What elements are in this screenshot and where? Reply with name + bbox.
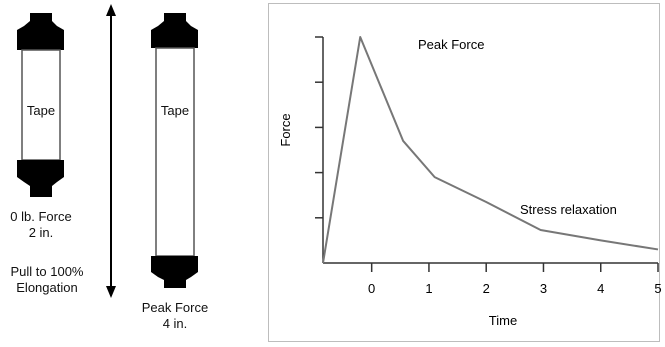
x-tick-label: 4 — [597, 281, 604, 296]
stretched-caption-line2: 4 in. — [162, 316, 188, 331]
top-clamp-icon — [151, 13, 198, 48]
x-tick-label: 2 — [483, 281, 490, 296]
relaxed-caption-line2: 2 in. — [28, 225, 54, 240]
tape-body — [21, 49, 61, 161]
x-tick-label: 3 — [540, 281, 547, 296]
x-axis-label: Time — [489, 313, 517, 328]
tape-specimen-relaxed — [17, 13, 64, 197]
stretched-caption-line1: Peak Force — [141, 300, 209, 315]
annotation-peak-force: Peak Force — [418, 37, 484, 52]
tape-label-stretched: Tape — [160, 103, 190, 118]
y-axis-label: Force — [278, 113, 293, 146]
annotation-stress-relaxation: Stress relaxation — [520, 202, 617, 217]
relaxed-caption-line1: 0 lb. Force — [10, 209, 72, 224]
x-tick-label: 5 — [654, 281, 661, 296]
bottom-clamp-icon — [17, 160, 64, 197]
chart-panel — [268, 3, 660, 342]
pull-caption-line1: Pull to 100% — [10, 264, 84, 279]
tape-label-relaxed: Tape — [26, 103, 56, 118]
tape-body — [155, 47, 195, 257]
bottom-clamp-icon — [151, 256, 198, 288]
force-curve-line — [322, 36, 659, 264]
x-tick-label: 0 — [368, 281, 375, 296]
x-tick-label: 1 — [425, 281, 432, 296]
tape-specimen-stretched — [151, 13, 198, 288]
pull-caption-line2: Elongation — [16, 280, 78, 295]
elongation-arrow-icon — [106, 4, 116, 298]
top-clamp-icon — [17, 13, 64, 50]
